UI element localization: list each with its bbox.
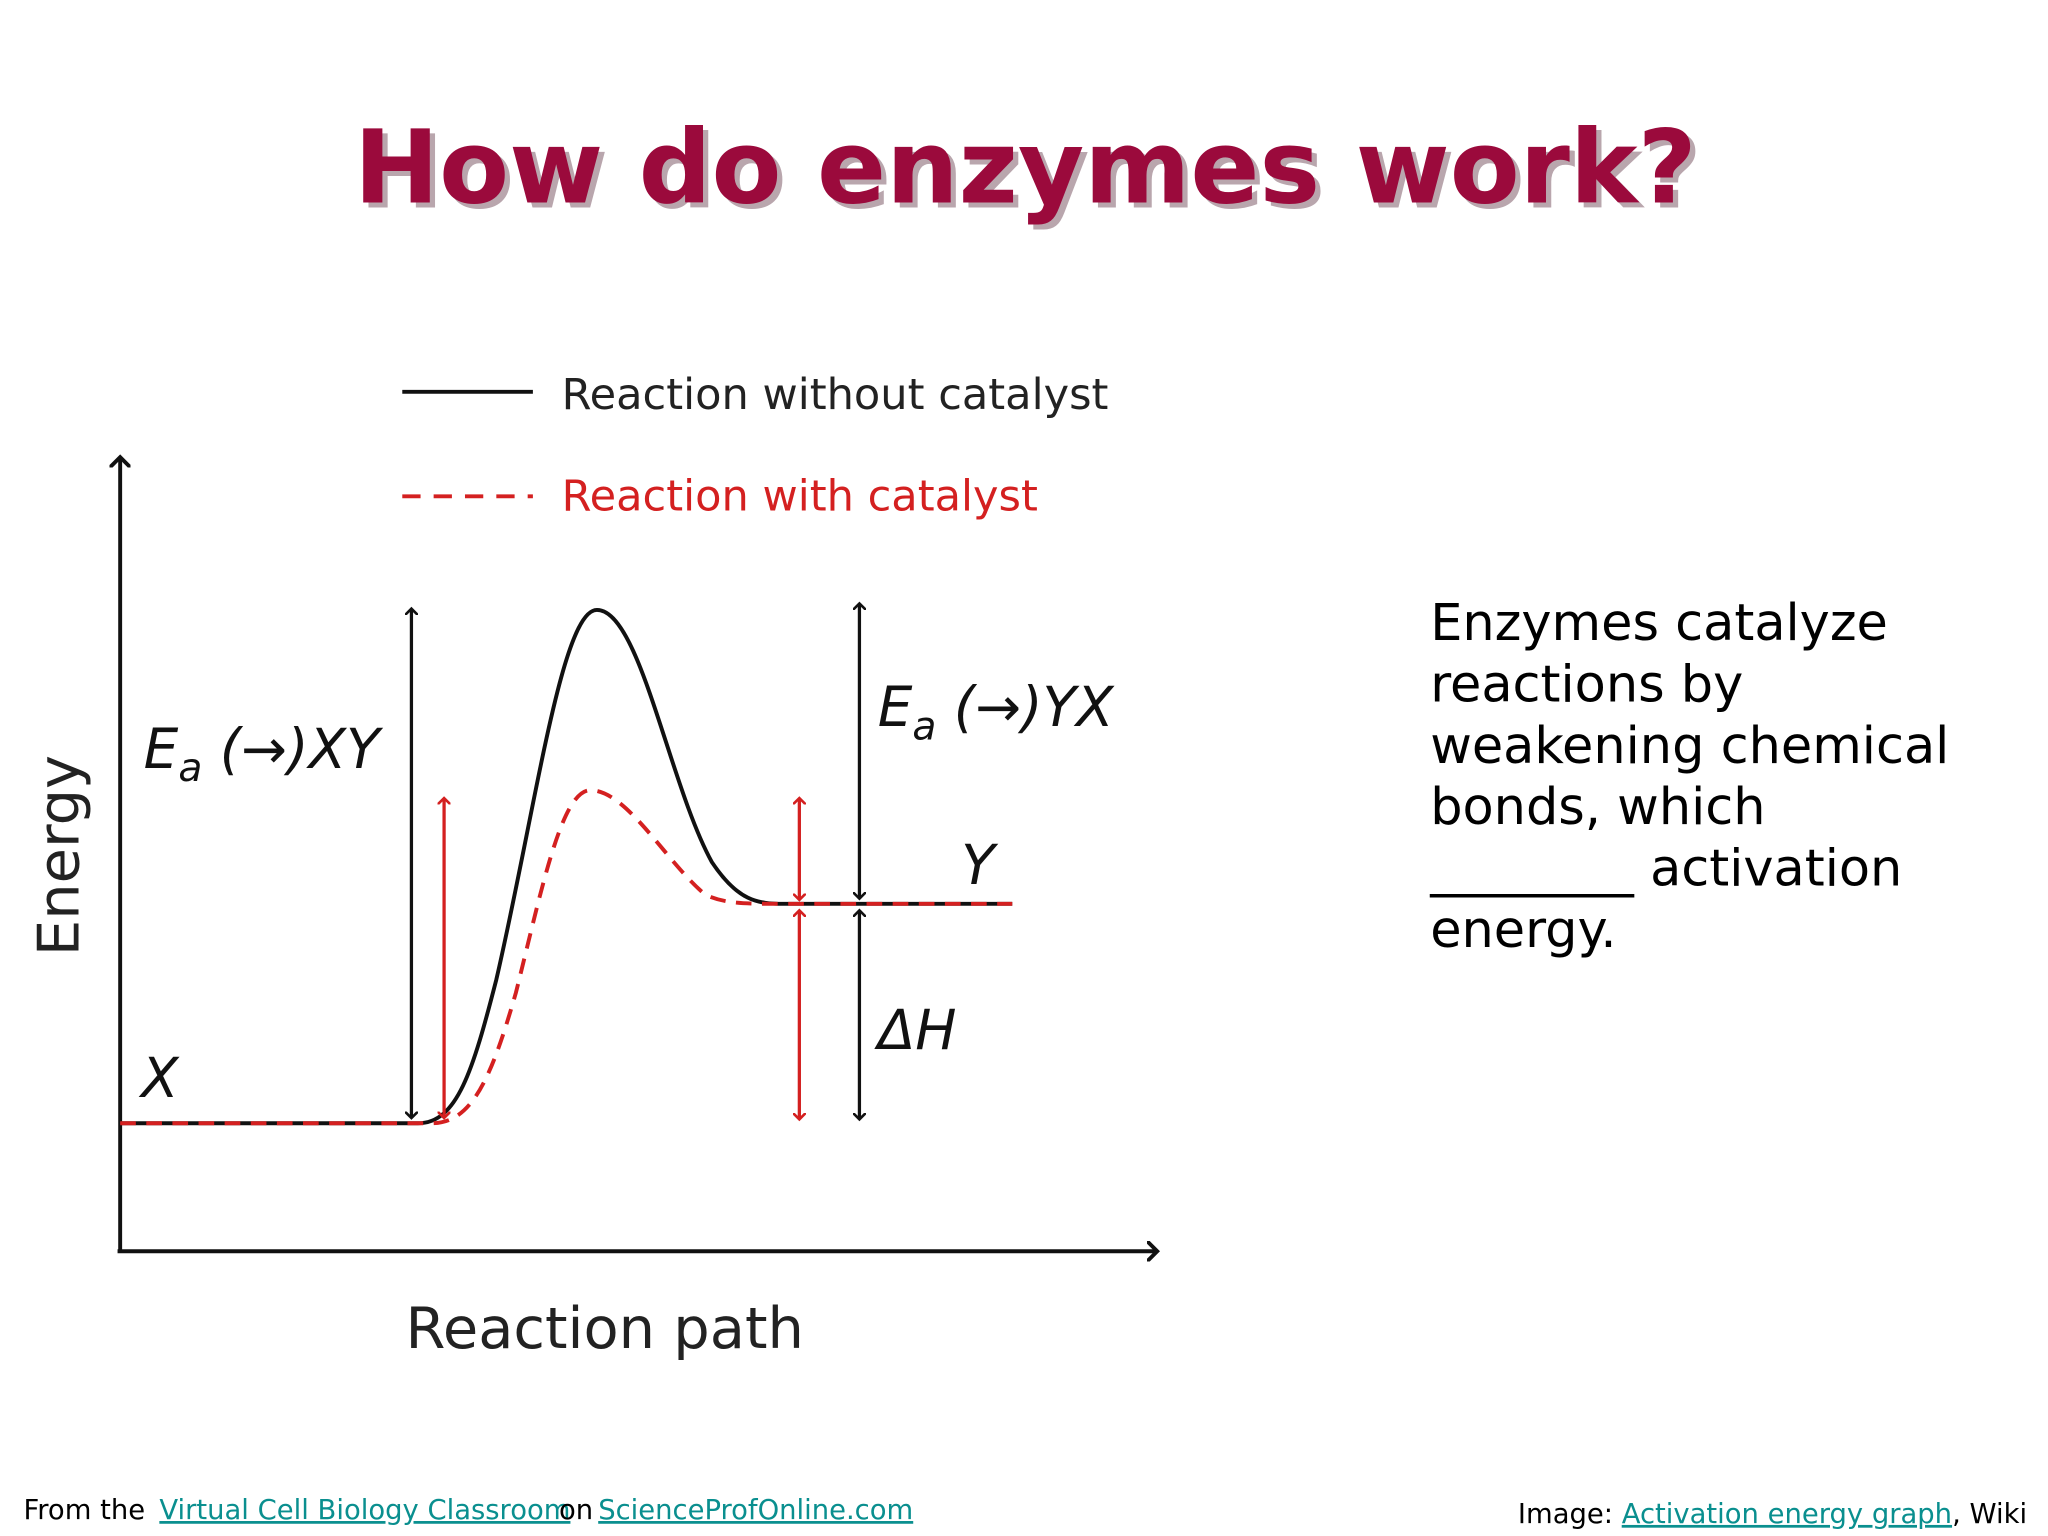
footer-link[interactable]: Virtual Cell Biology Classroom: [159, 1495, 570, 1526]
symbol: E: [144, 717, 179, 781]
footer-text: From the: [24, 1495, 146, 1526]
text: (→)YX: [936, 675, 1115, 739]
footer-link[interactable]: Activation energy graph: [1622, 1499, 1952, 1530]
text: (→)XY: [202, 717, 384, 781]
catalyzed-curve: [120, 788, 1013, 1126]
footer-text: on: [559, 1495, 593, 1526]
footer-text: , Wiki: [1952, 1499, 2027, 1530]
footer-link[interactable]: ScienceProfOnline.com: [598, 1495, 913, 1526]
body-line: weakening chemical: [1430, 717, 1949, 776]
footer-text: Image:: [1518, 1499, 1622, 1530]
body-line: bonds, which: [1430, 778, 1765, 837]
legend-label: Reaction with catalyst: [562, 472, 1038, 522]
body-line: ________ activation: [1429, 840, 1902, 899]
x-axis-label: Reaction path: [406, 1295, 804, 1362]
enthalpy-label: ΔH: [874, 998, 957, 1062]
body-line: Enzymes catalyze: [1430, 594, 1888, 653]
y-axis-label: Energy: [25, 755, 92, 956]
body-line: energy.: [1430, 901, 1616, 960]
product-label: Y: [961, 833, 999, 897]
uncatalyzed-curve: [120, 607, 1013, 1126]
footer-credit: Image: Activation energy graph, Wiki: [1518, 1499, 2027, 1530]
body-line: reactions by: [1430, 655, 1743, 714]
ea-forward-label: Ea (→)XY: [144, 717, 384, 791]
symbol: E: [878, 675, 913, 739]
subscript: a: [178, 746, 202, 791]
reactant-label: X: [138, 1046, 180, 1110]
subscript: a: [912, 704, 936, 749]
legend-label: Reaction without catalyst: [562, 370, 1109, 420]
ea-reverse-label: Ea (→)YX: [878, 675, 1115, 749]
title-shadow: How do enzymes work?: [359, 114, 1702, 233]
title: How do enzymes work?: [354, 108, 1697, 227]
